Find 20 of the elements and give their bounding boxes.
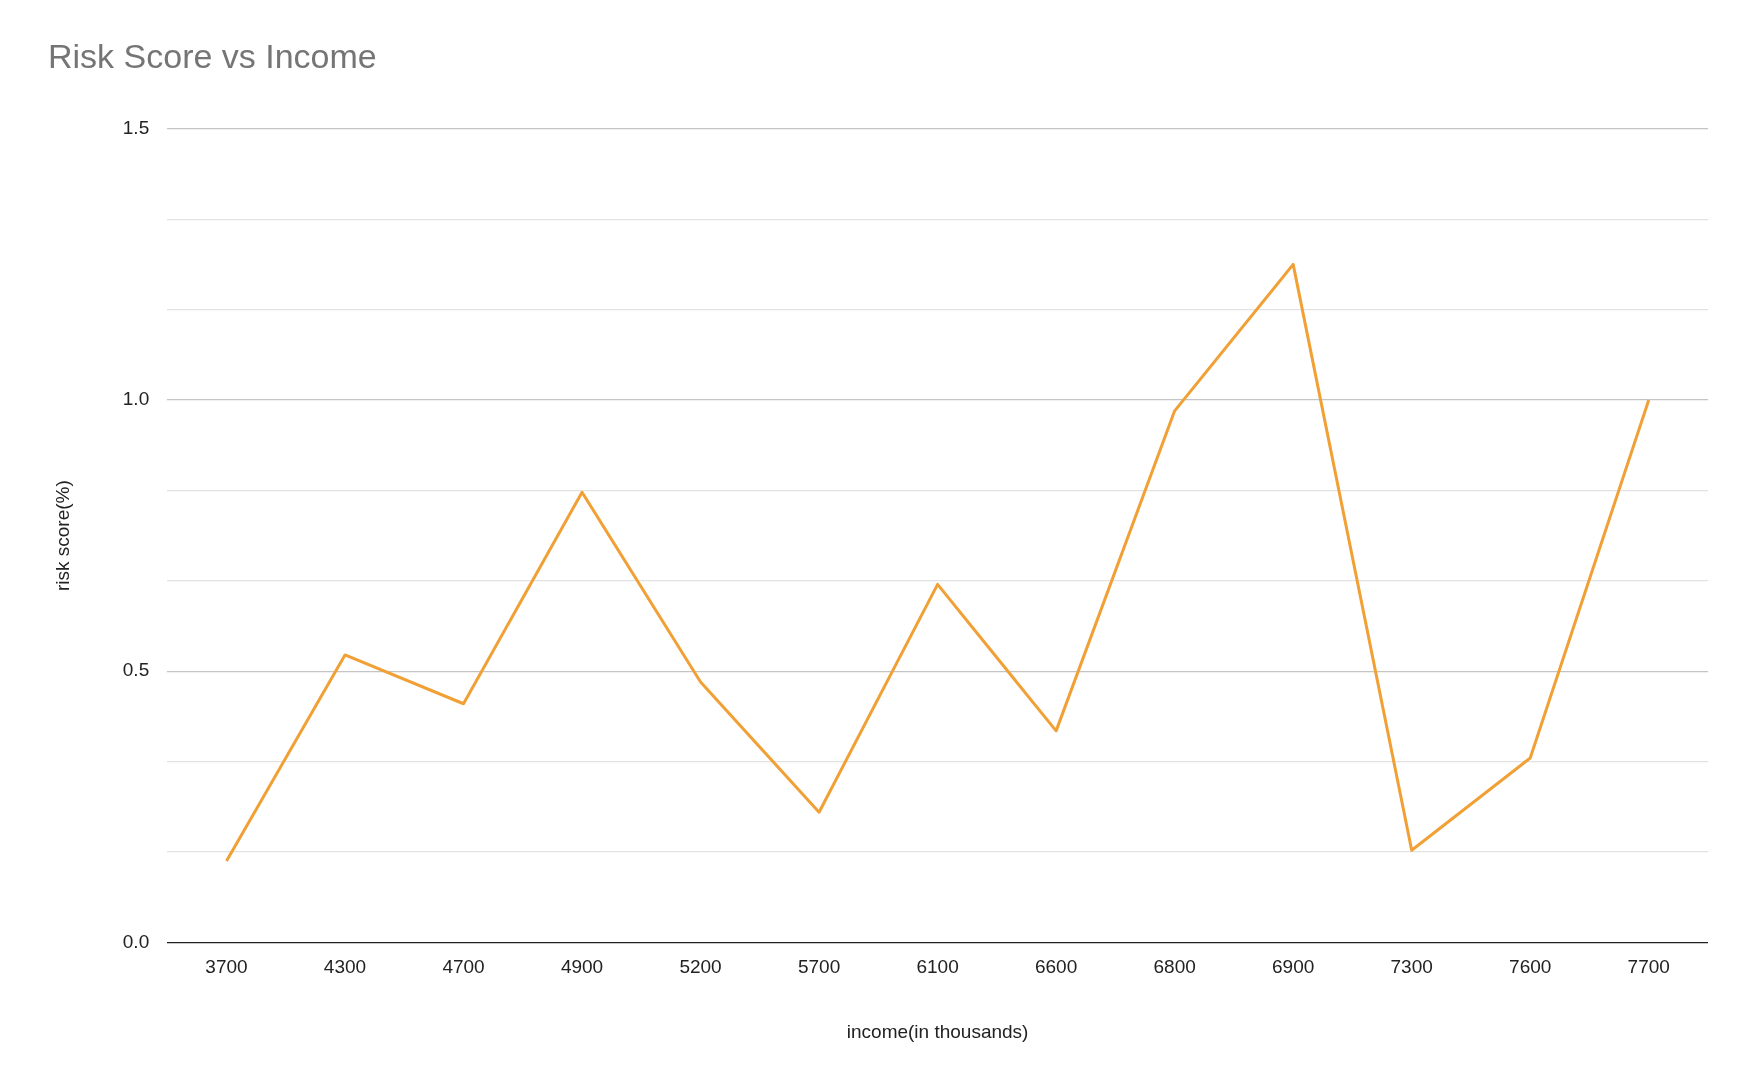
y-tick-label: 1.0 <box>122 388 150 410</box>
x-tick-label: 6600 <box>1034 956 1078 978</box>
x-tick-label: 4900 <box>560 956 604 978</box>
x-tick-label: 6100 <box>916 956 959 978</box>
x-tick-label: 6800 <box>1153 956 1196 978</box>
y-axis-title: risk score(%) <box>51 480 73 592</box>
x-tick-label: 5700 <box>797 956 841 978</box>
x-tick-label: 7300 <box>1390 956 1433 978</box>
x-tick-label: 7600 <box>1509 956 1552 978</box>
y-tick-label: 0.0 <box>122 930 150 952</box>
x-tick-label: 6900 <box>1272 956 1315 978</box>
x-tick-label: 4300 <box>323 956 367 978</box>
chart-title: Risk Score vs Income <box>48 36 377 75</box>
x-tick-label: 5200 <box>679 956 722 978</box>
y-tick-label: 0.5 <box>122 659 150 681</box>
x-tick-label: 7700 <box>1627 956 1670 978</box>
x-tick-label: 3700 <box>205 956 248 978</box>
y-tick-label: 1.5 <box>122 117 150 139</box>
x-tick-label: 4700 <box>442 956 485 978</box>
x-axis-title: income(in thousands) <box>846 1020 1029 1042</box>
